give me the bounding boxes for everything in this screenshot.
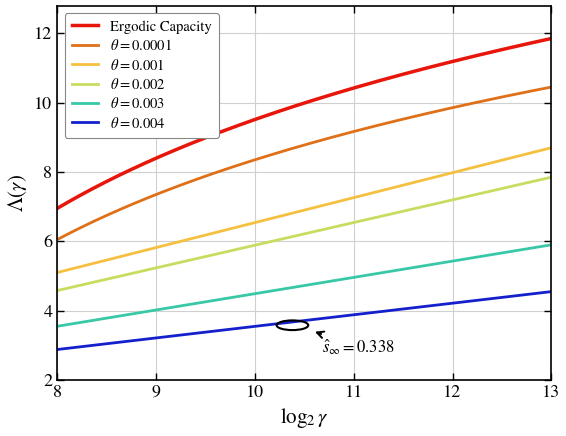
$\theta = 0.004$: [54, 347, 61, 352]
Ergodic Capacity: [536, 38, 543, 44]
$\theta = 0.004$: [289, 320, 295, 325]
$\theta = 0.002$: [321, 227, 328, 232]
$\theta = 0.003$: [54, 324, 61, 329]
$\theta = 0.0001$: [548, 85, 555, 90]
$\theta = 0.0001$: [321, 137, 328, 142]
$\theta = 0.0001$: [348, 129, 355, 135]
$\theta = 0.0001$: [291, 145, 298, 150]
Ergodic Capacity: [459, 56, 466, 61]
$\theta = 0.001$: [321, 202, 328, 208]
$\theta = 0.003$: [548, 242, 555, 247]
$\theta = 0.003$: [291, 284, 298, 290]
$\theta = 0.002$: [536, 177, 543, 183]
$\theta = 0.002$: [289, 234, 295, 239]
$\theta = 0.002$: [459, 195, 466, 200]
$\theta = 0.0001$: [54, 237, 61, 242]
Text: $\hat{s}_{\infty} = 0.338$: $\hat{s}_{\infty} = 0.338$: [317, 332, 395, 357]
Line: $\theta = 0.003$: $\theta = 0.003$: [57, 245, 551, 326]
Line: Ergodic Capacity: Ergodic Capacity: [57, 38, 551, 208]
Ergodic Capacity: [348, 86, 355, 91]
$\theta = 0.0001$: [459, 103, 466, 108]
$\theta = 0.003$: [536, 244, 543, 249]
$\theta = 0.004$: [321, 316, 328, 321]
Line: $\theta = 0.001$: $\theta = 0.001$: [57, 148, 551, 272]
$\theta = 0.001$: [536, 148, 543, 153]
$\theta = 0.003$: [321, 279, 328, 285]
$\theta = 0.004$: [348, 313, 355, 318]
Ergodic Capacity: [321, 94, 328, 99]
$\theta = 0.002$: [548, 174, 555, 180]
$\theta = 0.002$: [291, 233, 298, 238]
Legend: Ergodic Capacity, $\theta = 0.0001$, $\theta = 0.001$, $\theta = 0.002$, $\theta: Ergodic Capacity, $\theta = 0.0001$, $\t…: [65, 13, 219, 138]
$\theta = 0.004$: [459, 300, 466, 305]
Line: $\theta = 0.0001$: $\theta = 0.0001$: [57, 87, 551, 240]
$\theta = 0.003$: [348, 275, 355, 280]
$\theta = 0.001$: [548, 145, 555, 150]
$\theta = 0.004$: [536, 290, 543, 296]
$\theta = 0.001$: [291, 210, 298, 215]
$\theta = 0.001$: [348, 196, 355, 201]
Line: $\theta = 0.002$: $\theta = 0.002$: [57, 177, 551, 290]
Y-axis label: $\Lambda(\gamma)$: $\Lambda(\gamma)$: [6, 174, 28, 212]
$\theta = 0.001$: [459, 167, 466, 173]
Ergodic Capacity: [289, 104, 295, 109]
Ergodic Capacity: [548, 36, 555, 41]
$\theta = 0.002$: [348, 221, 355, 226]
Ergodic Capacity: [54, 206, 61, 211]
$\theta = 0.0001$: [289, 146, 295, 151]
X-axis label: $\log_2 \gamma$: $\log_2 \gamma$: [280, 406, 329, 430]
Line: $\theta = 0.004$: $\theta = 0.004$: [57, 292, 551, 350]
$\theta = 0.003$: [289, 285, 295, 290]
$\theta = 0.001$: [54, 270, 61, 275]
Ergodic Capacity: [291, 103, 298, 109]
$\theta = 0.0001$: [536, 87, 543, 92]
$\theta = 0.002$: [54, 288, 61, 293]
$\theta = 0.004$: [548, 289, 555, 294]
$\theta = 0.001$: [289, 211, 295, 216]
$\theta = 0.004$: [291, 319, 298, 324]
$\theta = 0.003$: [459, 257, 466, 262]
